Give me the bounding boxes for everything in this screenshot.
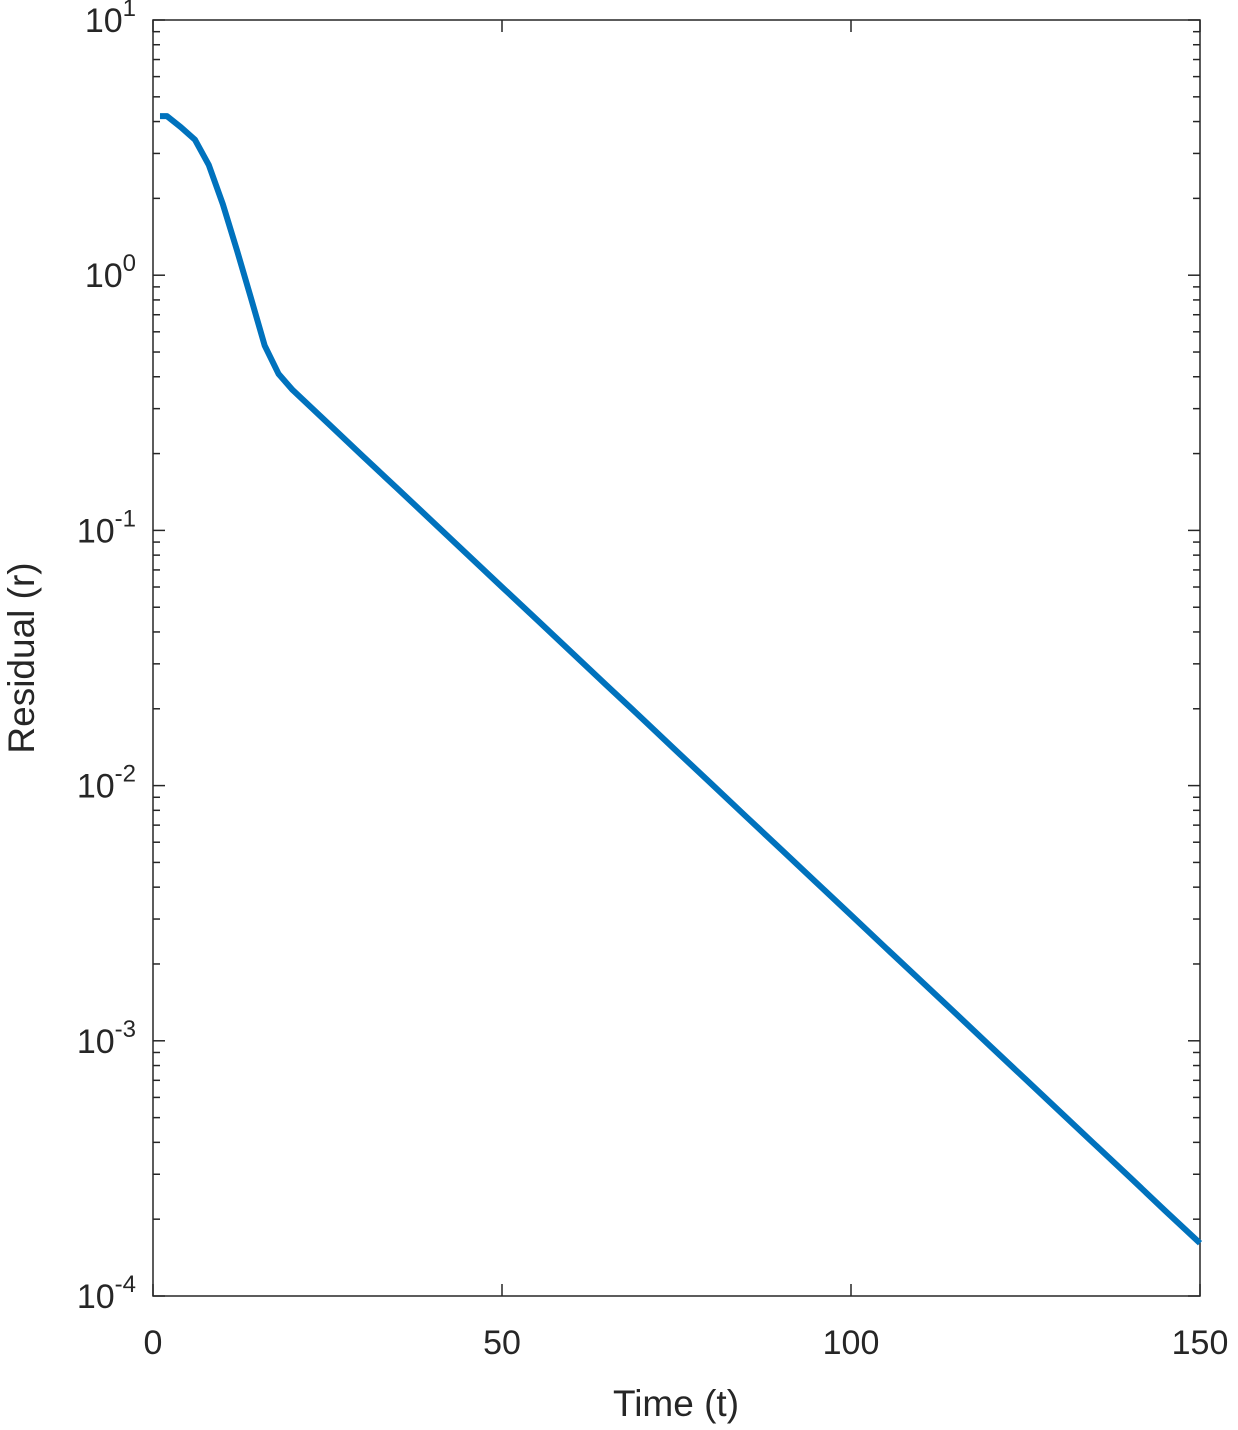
- y-tick-label: 100: [85, 250, 136, 295]
- x-axis-label: Time (t): [613, 1383, 739, 1424]
- y-tick-label: 101: [85, 0, 136, 40]
- y-tick-base: 10: [77, 1278, 115, 1316]
- y-tick-exponent: -4: [115, 1271, 136, 1298]
- plot-area: [152, 19, 1201, 1297]
- x-tick-label: 100: [823, 1324, 880, 1362]
- y-axis-label: Residual (r): [1, 562, 42, 753]
- y-tick-base: 10: [85, 257, 123, 295]
- y-tick-label: 10-3: [77, 1016, 136, 1061]
- y-tick-exponent: -2: [115, 761, 136, 788]
- y-tick-exponent: -1: [115, 505, 136, 532]
- data-line: [159, 113, 1203, 1246]
- x-tick-label: 150: [1172, 1324, 1229, 1362]
- y-tick-label: 10-1: [77, 505, 136, 550]
- y-tick-base: 10: [77, 1023, 115, 1061]
- y-tick-base: 10: [77, 768, 115, 806]
- y-tick-exponent: -3: [115, 1016, 136, 1043]
- y-tick-base: 10: [85, 2, 123, 40]
- x-tick-label: 0: [144, 1324, 163, 1362]
- y-tick-label: 10-2: [77, 761, 136, 806]
- y-tick-base: 10: [77, 512, 115, 550]
- y-tick-exponent: 0: [123, 250, 136, 277]
- y-tick-label: 10-4: [77, 1271, 136, 1316]
- x-tick-label: 50: [483, 1324, 521, 1362]
- y-tick-exponent: 1: [123, 0, 136, 22]
